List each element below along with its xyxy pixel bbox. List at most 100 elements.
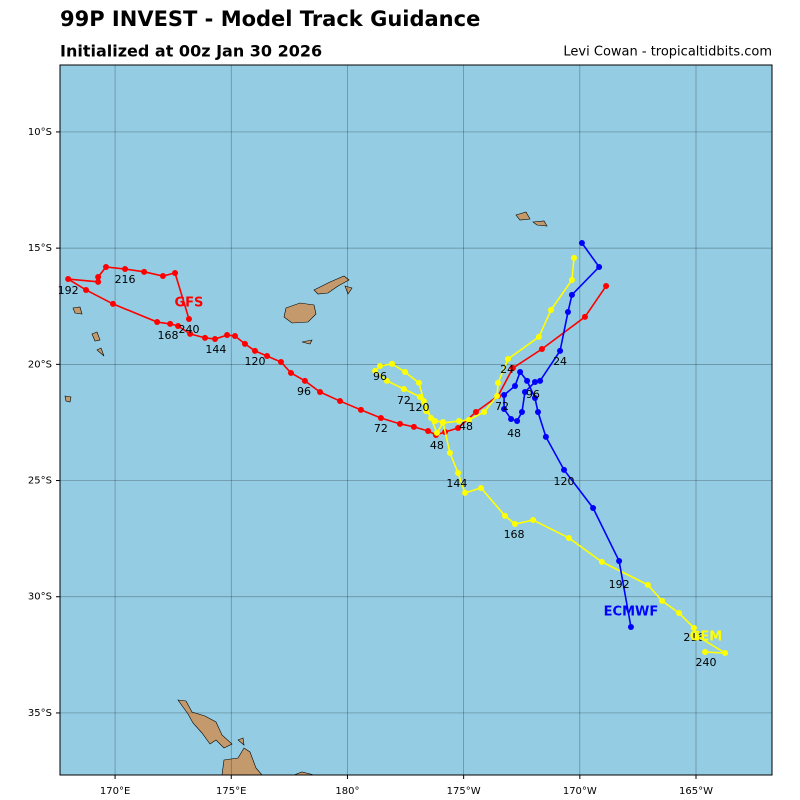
model-name: ECMWF	[604, 604, 659, 619]
track-point	[377, 415, 384, 422]
track-point	[524, 377, 531, 384]
track-point	[478, 484, 485, 491]
track-point	[693, 633, 700, 640]
track-point	[521, 388, 528, 395]
track-point	[531, 379, 538, 386]
track-point	[598, 558, 605, 565]
track-point	[472, 408, 479, 415]
track-point	[596, 263, 603, 270]
track-point	[702, 649, 709, 656]
track-point	[224, 332, 231, 339]
track-point	[396, 420, 403, 427]
track-point	[568, 276, 575, 283]
hour-label: 48	[507, 427, 521, 440]
track-point	[185, 316, 192, 323]
track-point	[109, 300, 116, 307]
track-point	[95, 278, 102, 285]
hour-label: 120	[244, 355, 265, 368]
model-name: GEM	[690, 629, 723, 644]
x-tick-label: 175°W	[447, 786, 481, 797]
track-point	[175, 322, 182, 329]
track-point	[565, 534, 572, 541]
hour-label: 72	[397, 394, 411, 407]
hour-label: 192	[609, 578, 630, 591]
track-point	[172, 270, 179, 277]
hour-label: 24	[500, 363, 514, 376]
track-point	[410, 423, 417, 430]
hour-label: 72	[374, 422, 388, 435]
hour-label: 168	[158, 329, 179, 342]
hour-label: 24	[553, 355, 567, 368]
track-point	[722, 649, 729, 656]
track-point	[501, 392, 508, 399]
track-point	[571, 254, 578, 261]
hour-label: 240	[178, 323, 199, 336]
track-point	[511, 521, 518, 528]
track-point	[432, 418, 439, 425]
track-point	[446, 449, 453, 456]
track-point	[287, 369, 294, 376]
track-point	[202, 334, 209, 341]
x-tick-label: 175°E	[216, 786, 246, 797]
hour-label: 48	[430, 439, 444, 452]
x-tick-label: 170°W	[563, 786, 597, 797]
track-point	[167, 320, 174, 327]
track-point	[425, 428, 432, 435]
hour-label: 144	[446, 477, 467, 490]
track-point	[508, 415, 515, 422]
plot-frame	[59, 64, 773, 776]
track-point	[511, 382, 518, 389]
track-point	[301, 377, 308, 384]
track-point	[400, 385, 407, 392]
track-point	[389, 360, 396, 367]
track-point	[531, 395, 538, 402]
track-point	[439, 418, 446, 425]
y-tick-label: 35°S	[28, 708, 52, 719]
track-point	[481, 408, 488, 415]
track-point	[455, 469, 462, 476]
track-point	[535, 333, 542, 340]
track-point	[538, 346, 545, 352]
y-tick-label: 20°S	[28, 359, 52, 370]
track-point	[383, 377, 390, 384]
track-point	[455, 418, 462, 425]
track-point	[676, 610, 683, 617]
track-point	[122, 266, 129, 273]
track-point	[337, 398, 344, 405]
track-point	[65, 276, 72, 283]
hour-label: 120	[409, 401, 430, 414]
x-tick-label: 180°	[335, 786, 359, 797]
x-tick-label: 170°E	[100, 786, 130, 797]
y-tick-label: 25°S	[28, 476, 52, 487]
track-point	[277, 359, 284, 366]
track-point	[357, 406, 364, 413]
x-tick-label: 165°W	[679, 786, 713, 797]
hour-label: 120	[554, 475, 575, 488]
track-point	[518, 408, 525, 415]
track-point	[542, 433, 549, 440]
track-point	[616, 557, 623, 564]
track-point	[495, 379, 502, 386]
y-tick-label: 10°S	[28, 127, 52, 138]
track-point	[462, 489, 469, 496]
hour-label: 96	[297, 385, 311, 398]
track-point	[241, 340, 248, 347]
hour-label: 192	[58, 284, 79, 297]
track-point	[690, 624, 697, 631]
track-point	[494, 392, 501, 399]
track-point	[581, 313, 588, 320]
hour-label: 144	[205, 343, 226, 356]
track-point	[420, 398, 427, 405]
track-point	[251, 347, 258, 354]
land	[64, 211, 548, 776]
track-point	[317, 388, 324, 395]
track-point	[627, 623, 634, 630]
track-point	[530, 517, 537, 524]
track-point	[187, 330, 194, 337]
chart-subtitle: Initialized at 00z Jan 30 2026	[60, 42, 322, 61]
track-point	[372, 367, 379, 374]
track-point	[561, 466, 568, 473]
track-point	[402, 369, 409, 376]
track-point	[455, 425, 462, 432]
